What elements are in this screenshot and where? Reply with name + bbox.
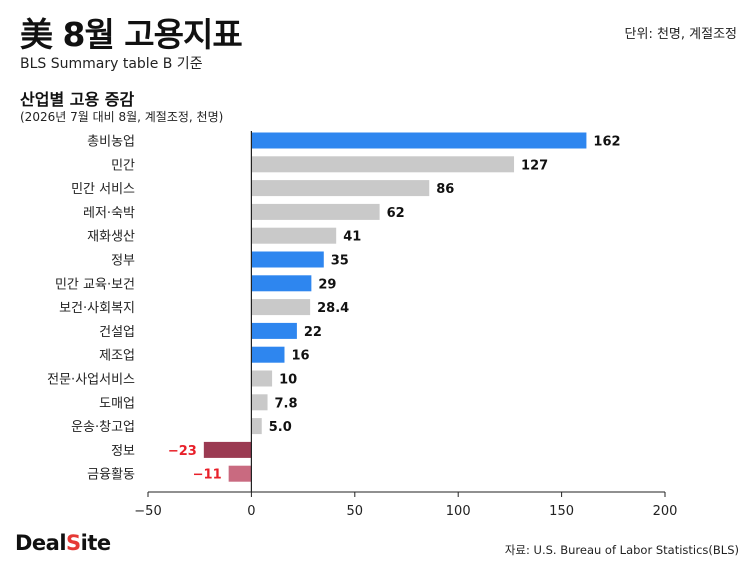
brand-logo-accent: S <box>66 531 81 555</box>
category-label: 민간 교육·보건 <box>55 277 135 292</box>
section-subtitle: (2026년 7월 대비 8월, 계절조정, 천명) <box>20 110 224 124</box>
unit-note: 단위: 천명, 계절조정 <box>624 27 737 42</box>
bar-8 <box>251 299 311 316</box>
category-label: 건설업 <box>99 325 135 340</box>
value-label: 16 <box>291 349 309 364</box>
category-label: 전문·사업서비스 <box>47 373 135 388</box>
value-label: −23 <box>168 444 197 459</box>
bar-11 <box>251 370 273 387</box>
main-title: 美 8월 고용지표 <box>20 15 243 54</box>
category-label: 민간 서비스 <box>71 182 135 197</box>
bar-6 <box>251 251 324 268</box>
x-tick-label: 50 <box>347 504 364 519</box>
value-label: 35 <box>331 254 349 269</box>
x-tick-label: 150 <box>549 504 574 519</box>
category-label: 총비농업 <box>87 135 135 150</box>
brand-logo: DealSite <box>15 531 111 555</box>
value-label: 10 <box>279 373 297 388</box>
x-tick-label: 0 <box>247 504 255 519</box>
value-label: 29 <box>318 277 336 292</box>
value-label: 41 <box>343 230 361 245</box>
value-label: 22 <box>304 325 322 340</box>
category-label: 정부 <box>111 254 135 269</box>
value-label: 127 <box>521 158 548 173</box>
x-tick-label: −50 <box>134 504 161 519</box>
brand-logo-main: Deal <box>15 531 67 555</box>
bar-1 <box>251 132 587 149</box>
value-label: 62 <box>387 206 405 221</box>
x-tick-label: 200 <box>653 504 678 519</box>
category-label: 민간 <box>111 158 135 173</box>
category-label: 재화생산 <box>87 230 135 245</box>
bar-9 <box>251 322 297 339</box>
section-title: 산업별 고용 증감 <box>20 90 135 109</box>
category-label: 보건·사회복지 <box>59 301 135 316</box>
bar-13 <box>251 418 262 435</box>
category-label: 레저·숙박 <box>83 206 135 221</box>
bar-7 <box>251 275 312 292</box>
brand-logo-rest: ite <box>80 531 111 555</box>
category-label: 도매업 <box>99 396 135 411</box>
bar-2 <box>251 156 515 173</box>
x-tick-label: 100 <box>446 504 471 519</box>
category-label: 제조업 <box>99 349 135 364</box>
bar-15 <box>228 465 252 482</box>
value-label: −11 <box>193 468 222 483</box>
bar-3 <box>251 180 430 197</box>
source-note: 자료: U.S. Bureau of Labor Statistics(BLS) <box>504 543 739 557</box>
subtitle: BLS Summary table B 기준 <box>20 56 203 72</box>
category-label: 운송·창고업 <box>71 420 135 435</box>
value-label: 28.4 <box>317 301 349 316</box>
bar-12 <box>251 394 268 411</box>
category-label: 금융활동 <box>87 468 135 483</box>
bar-10 <box>251 346 285 363</box>
bar-14 <box>203 441 252 458</box>
category-label: 정보 <box>111 444 135 459</box>
value-label: 162 <box>593 135 620 150</box>
value-label: 5.0 <box>269 420 292 435</box>
bar-4 <box>251 203 380 220</box>
value-label: 7.8 <box>275 396 298 411</box>
bar-5 <box>251 227 337 244</box>
value-label: 86 <box>436 182 454 197</box>
